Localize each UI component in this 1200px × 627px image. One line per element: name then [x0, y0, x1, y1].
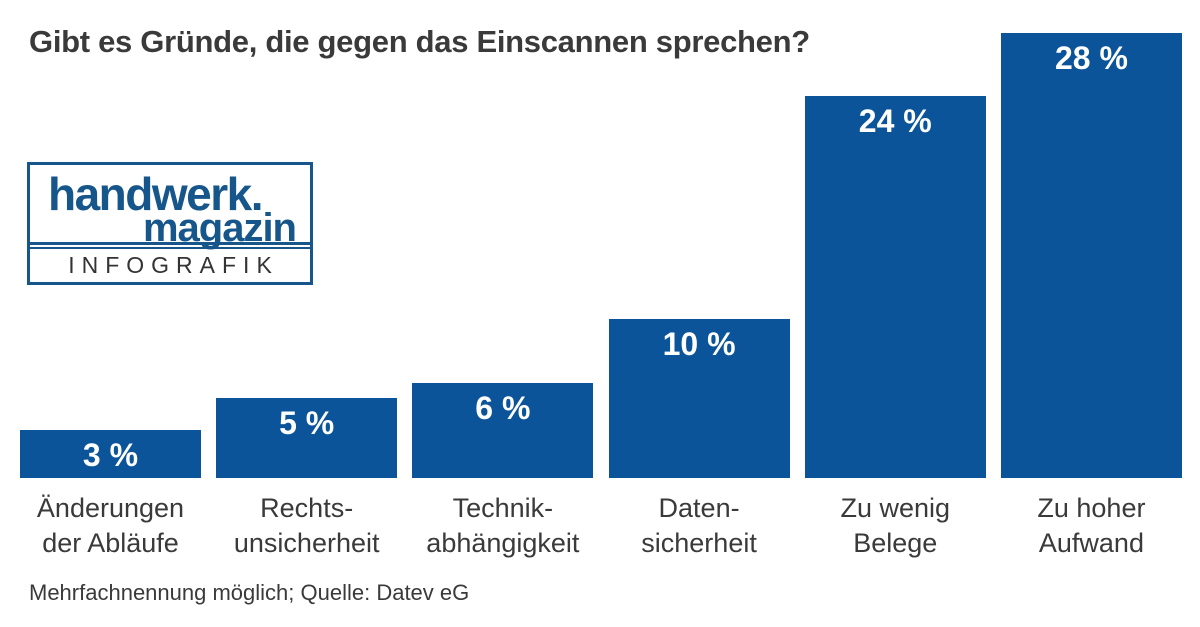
category-label-line: Zu hoher [1037, 493, 1146, 523]
bar-chart: 3 % Änderungen der Abläufe 5 % Rechts-unsich… [20, 0, 1182, 558]
bar-value-label: 24 % [858, 103, 932, 139]
category-label: Daten-sicherheit [601, 491, 797, 561]
bar-value-label: 28 % [1054, 40, 1128, 76]
category-label: Rechts-unsicherheit [209, 491, 405, 561]
bar-value-label: 3 % [82, 437, 139, 473]
category-label-line: Änderungen [36, 493, 185, 523]
bar: 3 % Änderungen der Abläufe [20, 430, 201, 558]
logo-wordmark-magazin: magazin [142, 206, 297, 250]
bar-value-label: 10 % [662, 326, 736, 362]
category-label-line: der Abläufe [42, 528, 179, 559]
category-label-line: Rechts- [260, 493, 354, 523]
category-label-line: unsicherheit [233, 528, 380, 559]
category-label-line: sicherheit [641, 528, 757, 559]
category-label-line: Zu wenig [840, 493, 951, 523]
category-label: Technik-abhängigkeit [405, 491, 601, 561]
logo-wordmark: handwerk. magazin [30, 165, 310, 250]
bar: 28 % Zu hoher Aufwand [1000, 33, 1182, 558]
bar-value-label: 5 % [279, 405, 335, 441]
chart-title: Gibt es Gründe, die gegen das Einscannen… [29, 24, 810, 59]
logo-infografik-banner: INFOGRAFIK [30, 247, 310, 282]
logo-wordmark-handwerk: handwerk. [48, 168, 264, 220]
category-label: Zu wenig Belege [797, 491, 993, 561]
handwerk-magazin-logo: handwerk. magazin INFOGRAFIK [27, 162, 313, 285]
category-label-line: Technik- [452, 493, 554, 523]
category-label-line: abhängigkeit [426, 528, 580, 559]
category-label-line: Aufwand [1038, 528, 1144, 559]
category-label: Zu hoher Aufwand [993, 491, 1189, 561]
source-note: Mehrfachnennung möglich; Quelle: Datev e… [29, 580, 470, 605]
bar: 5 % Rechts-unsicherheit [216, 398, 398, 558]
bar: 24 % Zu wenig Belege [804, 96, 986, 558]
bar: 6 % Technik-abhängigkeit [412, 383, 594, 558]
category-label-line: Daten- [658, 493, 740, 523]
category-label-line: Belege [853, 528, 938, 559]
category-label: Änderungen der Abläufe [13, 491, 209, 561]
bar: 10 % Daten-sicherheit [608, 319, 790, 558]
bar-value-label: 6 % [475, 390, 531, 426]
